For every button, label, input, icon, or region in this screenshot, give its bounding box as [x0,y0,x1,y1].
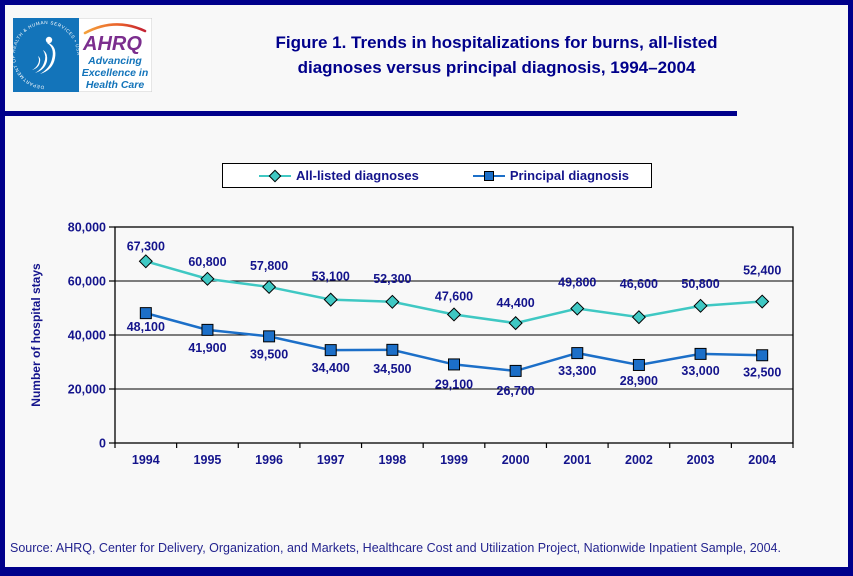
figure-title-line1: Figure 1. Trends in hospitalizations for… [275,33,718,52]
ahrq-wordmark: AHRQ Advancing Excellence in Health Care [82,23,149,91]
legend-item-all-listed: All-listed diagnoses [259,168,419,183]
square-marker-icon [483,170,494,181]
frame-bottom [0,567,853,576]
svg-text:1997: 1997 [317,453,345,467]
svg-text:41,900: 41,900 [188,341,226,355]
legend-item-principal: Principal diagnosis [472,168,630,183]
header-divider [0,111,737,116]
legend-label-principal: Principal diagnosis [509,168,630,183]
series-line-1 [145,311,763,373]
svg-text:57,800: 57,800 [250,259,288,273]
hhs-eagle-icon [32,36,56,74]
series-data-labels-0: 67,300 60,800 57,800 53,100 52,300 47,600 44,4… [127,239,782,310]
svg-text:47,600: 47,600 [435,289,473,303]
logo-tagline-1: Advancing [87,55,142,67]
x-axis-tick-labels: 1994 1995 1996 1997 1998 1999 2000 2001 2002 2003… [132,453,776,467]
svg-text:60,000: 60,000 [68,275,106,289]
svg-text:48,100: 48,100 [127,320,165,334]
svg-text:39,500: 39,500 [250,347,288,361]
diamond-marker-icon [268,169,282,182]
principal-line-sample [472,170,505,181]
gridlines [115,226,793,390]
svg-text:33,000: 33,000 [681,364,719,378]
svg-text:53,100: 53,100 [312,270,350,284]
svg-text:20,000: 20,000 [68,383,106,397]
series-markers-0 [138,254,770,331]
frame-left [0,0,5,576]
svg-text:40,000: 40,000 [68,329,106,343]
svg-text:29,100: 29,100 [435,377,473,391]
svg-text:1998: 1998 [378,453,406,467]
y-axis-title: Number of hospital stays [29,263,43,407]
svg-text:80,000: 80,000 [68,221,106,235]
ahrq-text: AHRQ [82,33,142,55]
y-axis-tick-labels: 0 20,000 40,000 60,000 80,000 [68,221,106,451]
figure-title: Figure 1. Trends in hospitalizations for… [170,30,823,80]
svg-text:49,800: 49,800 [558,276,596,290]
svg-text:46,600: 46,600 [620,277,658,291]
svg-text:52,300: 52,300 [373,272,411,286]
svg-text:34,400: 34,400 [312,361,350,375]
logo-tagline-3: Health Care [86,79,145,91]
series-markers-1 [139,307,769,377]
svg-text:32,500: 32,500 [743,365,781,379]
chart-legend: All-listed diagnoses Principal diagnosis [222,163,652,188]
frame-top [0,0,853,5]
series-data-labels-1: 48,100 41,900 39,500 34,400 34,500 29,100 26,7… [127,320,782,398]
svg-text:2002: 2002 [625,453,653,467]
svg-text:1996: 1996 [255,453,283,467]
svg-text:52,400: 52,400 [743,264,781,278]
svg-text:50,800: 50,800 [681,277,719,291]
all-listed-line-sample [259,169,291,182]
svg-text:44,400: 44,400 [497,296,535,310]
logo-tagline-2: Excellence in [82,67,149,79]
svg-text:2004: 2004 [748,453,776,467]
svg-text:2000: 2000 [502,453,530,467]
svg-text:33,300: 33,300 [558,364,596,378]
svg-text:26,700: 26,700 [497,384,535,398]
svg-text:0: 0 [99,437,106,451]
svg-text:1994: 1994 [132,453,160,467]
ahrq-hhs-logo: DEPARTMENT OF HEALTH & HUMAN SERVICES • … [13,18,152,92]
source-citation: Source: AHRQ, Center for Delivery, Organ… [10,541,781,555]
axis-ticks [109,226,794,448]
svg-text:1999: 1999 [440,453,468,467]
figure-title-line2: diagnoses versus principal diagnosis, 19… [297,58,696,77]
series-line-0 [145,260,763,325]
svg-text:67,300: 67,300 [127,239,165,253]
svg-text:1995: 1995 [194,453,222,467]
svg-text:28,900: 28,900 [620,374,658,388]
svg-text:34,500: 34,500 [373,362,411,376]
frame-right [848,0,853,576]
svg-text:2003: 2003 [687,453,715,467]
legend-label-all-listed: All-listed diagnoses [296,168,419,183]
plot-frame [114,226,794,444]
svg-text:2001: 2001 [563,453,591,467]
svg-text:60,800: 60,800 [188,255,226,269]
